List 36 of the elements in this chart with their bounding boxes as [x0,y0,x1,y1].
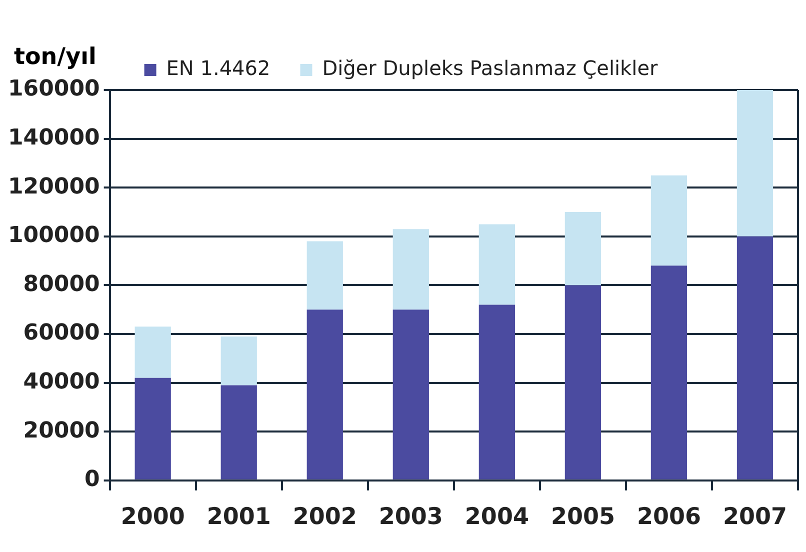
legend-label: EN 1.4462 [166,56,270,80]
bar [306,241,343,310]
bar [134,326,171,378]
x-tick-label: 2005 [550,504,615,530]
bar [220,385,257,480]
bar [220,336,257,386]
x-tick-label: 2000 [120,504,185,530]
bar [564,285,602,480]
bar [478,224,515,305]
x-tick-label: 2007 [722,504,787,530]
x-tick-label: 2001 [206,504,271,530]
bar [650,175,688,266]
legend-label: Diğer Dupleks Paslanmaz Çelikler [322,56,658,80]
y-axis-title: ton/yıl [14,44,96,70]
y-tick-label: 0 [84,467,100,492]
bar [306,310,343,480]
y-tick-label: 80000 [23,272,100,297]
bar [650,266,688,480]
y-tick-label: 60000 [23,320,100,346]
x-tick-label: 2004 [464,504,529,530]
y-tick-label: 120000 [8,174,100,200]
bar [736,90,774,236]
bar [392,310,429,480]
bar [564,212,602,286]
x-tick-label: 2006 [636,504,701,530]
y-tick-label: 140000 [8,126,100,151]
bar [392,229,429,310]
y-tick-label: 20000 [23,418,100,444]
bar [134,378,171,480]
y-tick-label: 40000 [23,370,100,395]
bar [478,304,515,480]
x-tick-label: 2003 [378,504,443,530]
y-tick-label: 160000 [8,76,100,102]
x-tick-label: 2002 [292,504,357,530]
y-tick-label: 100000 [8,223,100,248]
bar [736,236,774,480]
